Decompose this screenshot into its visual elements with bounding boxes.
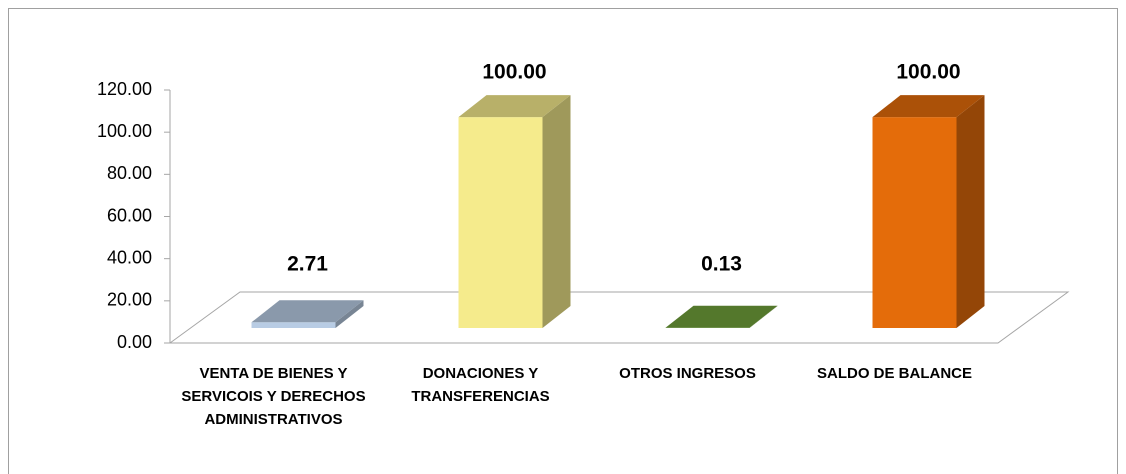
- bar: [665, 305, 778, 328]
- bar-side: [335, 300, 364, 328]
- bar-front: [458, 117, 543, 329]
- x-tick-label: DONACIONES Y TRANSFERENCIAS: [411, 365, 550, 405]
- bar-front: [872, 117, 957, 329]
- bar-top: [458, 95, 571, 118]
- x-tick-label: VENTA DE BIENES Y SERVICOIS Y DERECHOS A…: [181, 365, 366, 428]
- y-tick-label: 60.00: [107, 205, 152, 225]
- bar-front: [251, 322, 336, 328]
- x-tick-label: SALDO DE BALANCE: [816, 365, 972, 382]
- value-label: 100.00: [896, 61, 960, 84]
- y-tick-label: 0.00: [117, 332, 152, 352]
- y-tick-label: 120.00: [97, 79, 152, 99]
- bar: [458, 95, 571, 329]
- bar-top: [251, 300, 364, 323]
- bar-side: [956, 95, 985, 329]
- y-tick-label: 40.00: [107, 247, 152, 267]
- value-label: 2.71: [287, 253, 328, 276]
- bar: [872, 95, 985, 329]
- y-tick-label: 100.00: [97, 121, 152, 141]
- bar-side: [749, 305, 778, 328]
- value-label: 100.00: [482, 61, 546, 84]
- bar: [251, 300, 364, 328]
- value-label: 0.13: [701, 253, 742, 276]
- y-tick-label: 80.00: [107, 163, 152, 183]
- bar-side: [542, 95, 571, 329]
- bar-top: [665, 305, 778, 328]
- bar-top: [872, 95, 985, 118]
- y-tick-label: 20.00: [107, 290, 152, 310]
- floor: [168, 291, 1070, 344]
- x-tick-label: OTROS INGRESOS: [619, 365, 756, 382]
